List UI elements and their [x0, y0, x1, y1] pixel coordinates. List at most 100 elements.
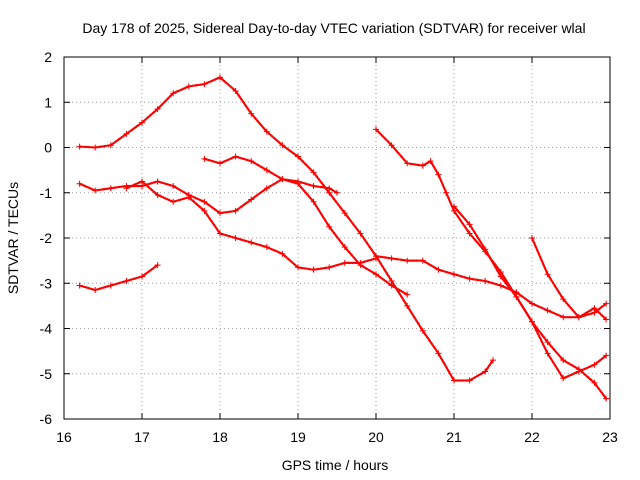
data-point-marker: [482, 277, 489, 284]
data-point-marker: [427, 158, 434, 165]
data-point-marker: [373, 253, 379, 260]
series-arc-4: [125, 180, 378, 271]
y-tick-label: -5: [40, 366, 53, 382]
data-point-marker: [263, 167, 270, 174]
data-point-marker: [123, 277, 130, 284]
data-point-marker: [404, 291, 411, 298]
data-point-marker: [185, 83, 192, 90]
data-point-marker: [295, 178, 301, 185]
data-point-marker: [419, 257, 426, 264]
y-tick-label: -3: [40, 275, 53, 291]
x-tick-label: 22: [524, 429, 540, 445]
data-point-marker: [466, 275, 473, 282]
data-point-marker: [154, 106, 161, 113]
series-arc-7: [374, 255, 608, 319]
data-point-marker: [497, 273, 504, 280]
data-point-marker: [279, 142, 286, 149]
data-point-marker: [154, 178, 161, 185]
data-point-marker: [217, 160, 223, 167]
axis-ticks: 16 17 18 19 20 21 22 23 -6 -5 -4 -3 -2 -1 0 1 2: [40, 49, 618, 445]
data-point-marker: [107, 142, 114, 149]
data-point-marker: [76, 282, 83, 289]
y-tick-label: -4: [40, 321, 53, 337]
data-point-marker: [263, 244, 270, 251]
data-point-marker: [591, 361, 598, 368]
data-point-marker: [154, 192, 161, 199]
data-point-marker: [92, 287, 99, 294]
data-point-marker: [482, 368, 489, 375]
data-point-marker: [263, 185, 270, 192]
data-point-marker: [310, 198, 317, 205]
data-point-marker: [435, 171, 442, 178]
data-point-marker: [451, 377, 457, 384]
series-arc-9: [530, 236, 608, 321]
data-point-marker: [310, 182, 317, 189]
data-point-marker: [248, 239, 255, 246]
data-point-marker: [248, 110, 255, 117]
data-point-marker: [295, 264, 301, 271]
data-point-marker: [435, 350, 442, 357]
data-point-marker: [544, 350, 551, 357]
data-point-marker: [341, 259, 348, 266]
data-point-marker: [217, 210, 223, 217]
y-tick-label: 1: [44, 94, 52, 110]
y-tick-label: -6: [40, 411, 53, 427]
data-point-marker: [334, 189, 340, 196]
data-point-marker: [154, 262, 161, 269]
data-point-marker: [544, 307, 551, 314]
data-point-marker: [201, 198, 208, 205]
data-point-marker: [603, 316, 610, 323]
series-arc-1: [78, 76, 495, 382]
data-point-marker: [497, 282, 504, 289]
data-point-marker: [451, 271, 457, 278]
data-point-marker: [451, 203, 457, 210]
series-arc-6: [374, 128, 608, 400]
data-point-marker: [170, 90, 177, 97]
chart-title: Day 178 of 2025, Sidereal Day-to-day VTE…: [82, 20, 585, 36]
data-point-marker: [201, 207, 208, 214]
data-point-marker: [310, 266, 317, 273]
series-arc-2: [78, 178, 409, 296]
data-point-marker: [279, 250, 286, 257]
data-point-marker: [404, 160, 411, 167]
data-point-marker: [76, 180, 83, 187]
data-point-marker: [107, 282, 114, 289]
data-point-marker: [139, 178, 145, 185]
data-point-marker: [513, 293, 520, 300]
data-point-marker: [248, 196, 255, 203]
data-point-marker: [326, 223, 333, 230]
data-point-marker: [217, 74, 223, 81]
x-tick-label: 20: [368, 429, 384, 445]
data-point-marker: [591, 305, 598, 312]
data-point-marker: [92, 144, 99, 151]
data-point-marker: [419, 162, 426, 169]
data-point-marker: [295, 153, 301, 160]
data-point-marker: [123, 185, 130, 192]
data-point-marker: [466, 230, 473, 237]
data-point-marker: [279, 176, 286, 183]
data-point-marker: [263, 128, 270, 135]
data-point-marker: [76, 143, 83, 150]
data-point-marker: [575, 368, 582, 375]
data-point-marker: [310, 169, 317, 176]
y-tick-label: -1: [40, 185, 53, 201]
data-point-marker: [92, 187, 99, 194]
data-point-marker: [232, 87, 239, 94]
data-point-marker: [248, 158, 255, 165]
data-point-marker: [201, 155, 208, 162]
x-tick-label: 19: [290, 429, 306, 445]
data-point-marker: [404, 257, 411, 264]
data-point-marker: [185, 194, 192, 201]
x-tick-label: 17: [134, 429, 150, 445]
data-point-marker: [435, 266, 442, 273]
x-tick-label: 23: [602, 429, 618, 445]
data-point-marker: [326, 264, 333, 271]
data-point-marker: [490, 357, 496, 364]
x-tick-label: 16: [56, 429, 72, 445]
data-point-marker: [217, 230, 223, 237]
series-arc-3: [78, 264, 159, 292]
data-point-marker: [232, 235, 239, 241]
data-point-marker: [232, 207, 239, 214]
y-tick-label: 2: [44, 49, 52, 65]
